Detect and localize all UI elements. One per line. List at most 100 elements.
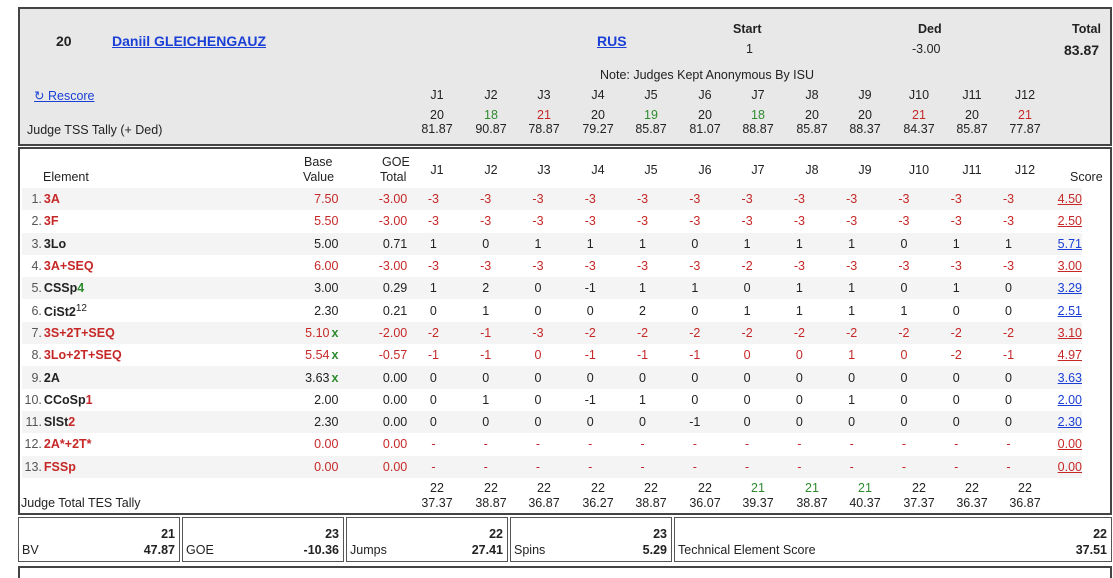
base-value: 0.00 [314,459,339,474]
element-score-link[interactable]: 2.50 [1057,214,1082,229]
judge-goe: -2 [720,321,774,345]
element-name-cell: 3A+SEQ [43,254,270,278]
judge-goe: -3 [877,210,931,233]
col-header-goe-total: Total [380,170,407,184]
element-score-link[interactable]: 2.51 [1057,303,1082,318]
base-value: 2.30 [314,415,339,430]
element-name-cell: 2A*+2T* [43,433,270,456]
score-cell: 2.50 [1034,210,1082,233]
judge-goe: - [720,455,774,478]
judge-goe: -2 [982,321,1035,345]
judge-goe: 0 [982,388,1035,411]
element-score-link[interactable]: 3.00 [1057,259,1082,274]
score-cell: 0.00 [1034,455,1082,478]
element-score-link[interactable]: 3.29 [1057,281,1082,296]
judge-tss-value: 78.87 [528,122,560,136]
judge-goe: 1 [877,299,931,322]
judge-tss-rank: 20 [698,108,712,122]
judge-goe: -2 [720,254,774,278]
element-score-link[interactable]: 3.63 [1057,370,1082,385]
element-number: 12. [22,433,44,456]
judge-goe: 0 [511,344,565,367]
judge-tes-value: 37.37 [903,496,935,510]
base-value: 2.00 [314,392,339,407]
goe-total: -0.57 [338,344,408,367]
judge-goe: - [825,455,878,478]
judge-goe: 0 [982,366,1035,389]
judge-tes-rank: 22 [430,481,444,495]
start-value: 1 [746,42,753,56]
judge-goe: -1 [459,321,512,345]
judge-goe: 0 [459,366,512,389]
element-score-link[interactable]: 5.71 [1057,236,1082,251]
tes-tally-label: Judge Total TES Tally [21,496,141,510]
judge-goe: 0 [877,277,931,300]
judge-tes-rank: 22 [698,481,712,495]
ded-label: Ded [918,22,942,36]
judge-goe: - [773,433,826,456]
judge-goe: -3 [511,321,565,345]
base-value-cell: 3.00 [269,277,339,300]
judge-goe: -3 [982,188,1035,211]
judge-goe: -3 [564,254,617,278]
judge-goe: -3 [564,188,617,211]
rescore-link[interactable]: ↻ Rescore [34,88,95,103]
score-cell: 2.00 [1034,388,1082,411]
element-code: FSSp [43,459,76,474]
judge-goe: 0 [982,299,1035,322]
judge-goe: 0 [877,388,931,411]
element-level: 2 [68,415,76,430]
judge-header-label: J1 [430,88,444,102]
score-cell: 3.10 [1034,321,1082,345]
judge-goe: 0 [930,299,983,322]
element-code: CSSp [43,281,78,296]
element-row: 11. SlSt2 2.30 0.00 0 0 0 0 0 -1 0 0 0 0 0 0 2.30 [22,410,1082,434]
element-code: 3S+2T+SEQ [43,325,115,340]
element-judge-header: J8 [805,163,819,177]
skater-name-link[interactable]: Daniil GLEICHENGAUZ [112,33,267,49]
element-judge-header: J1 [430,163,444,177]
judge-tss-value: 81.87 [421,122,453,136]
element-row: 5. CSSp4 3.00 0.29 1 2 0 -1 1 1 0 1 1 0 1 0 3.29 [22,277,1082,300]
nation-link[interactable]: RUS [597,33,627,49]
judge-goe: -3 [982,210,1035,233]
spins-label: Spins [514,543,546,557]
score-cell: 2.51 [1034,299,1082,322]
judge-tes-value: 39.37 [742,496,774,510]
judge-tes-value: 40.37 [849,496,881,510]
element-score-link[interactable]: 2.00 [1057,392,1082,407]
ded-value: -3.00 [912,42,941,56]
bv-rank: 21 [161,527,175,541]
base-value-cell: 2.30 [269,410,339,434]
element-score-link[interactable]: 4.50 [1057,192,1082,207]
judge-header-label: J5 [644,88,658,102]
score-cell: 5.71 [1034,232,1082,255]
judge-tss-rank: 21 [1018,108,1032,122]
judge-goe: 0 [668,366,721,389]
judge-tes-rank: 21 [805,481,819,495]
judge-goe: - [877,455,931,478]
bv-label: BV [22,543,39,557]
judge-goe: -3 [459,188,512,211]
judge-goe: 0 [564,410,617,434]
judge-goe: -2 [564,321,617,345]
judge-goe: 0 [511,277,565,300]
judge-header-label: J7 [751,88,765,102]
element-score-link[interactable]: 3.10 [1057,325,1082,340]
element-score-link[interactable]: 0.00 [1057,459,1082,474]
judge-goe: 1 [511,232,565,255]
judge-goe: 0 [825,366,878,389]
spins-rank: 23 [653,527,667,541]
spins-cell: Spins 23 5.29 [510,517,672,562]
element-score-link[interactable]: 2.30 [1057,415,1082,430]
element-number: 3. [22,232,44,255]
judge-goe: -3 [825,188,878,211]
base-value: 6.00 [314,259,339,274]
judge-goe: 1 [459,388,512,411]
element-level: 4 [77,281,85,296]
element-score-link[interactable]: 0.00 [1057,437,1082,452]
judge-header-label: J8 [805,88,819,102]
judge-goe: -3 [877,254,931,278]
element-name-cell: FSSp [43,455,270,478]
element-score-link[interactable]: 4.97 [1057,348,1082,363]
